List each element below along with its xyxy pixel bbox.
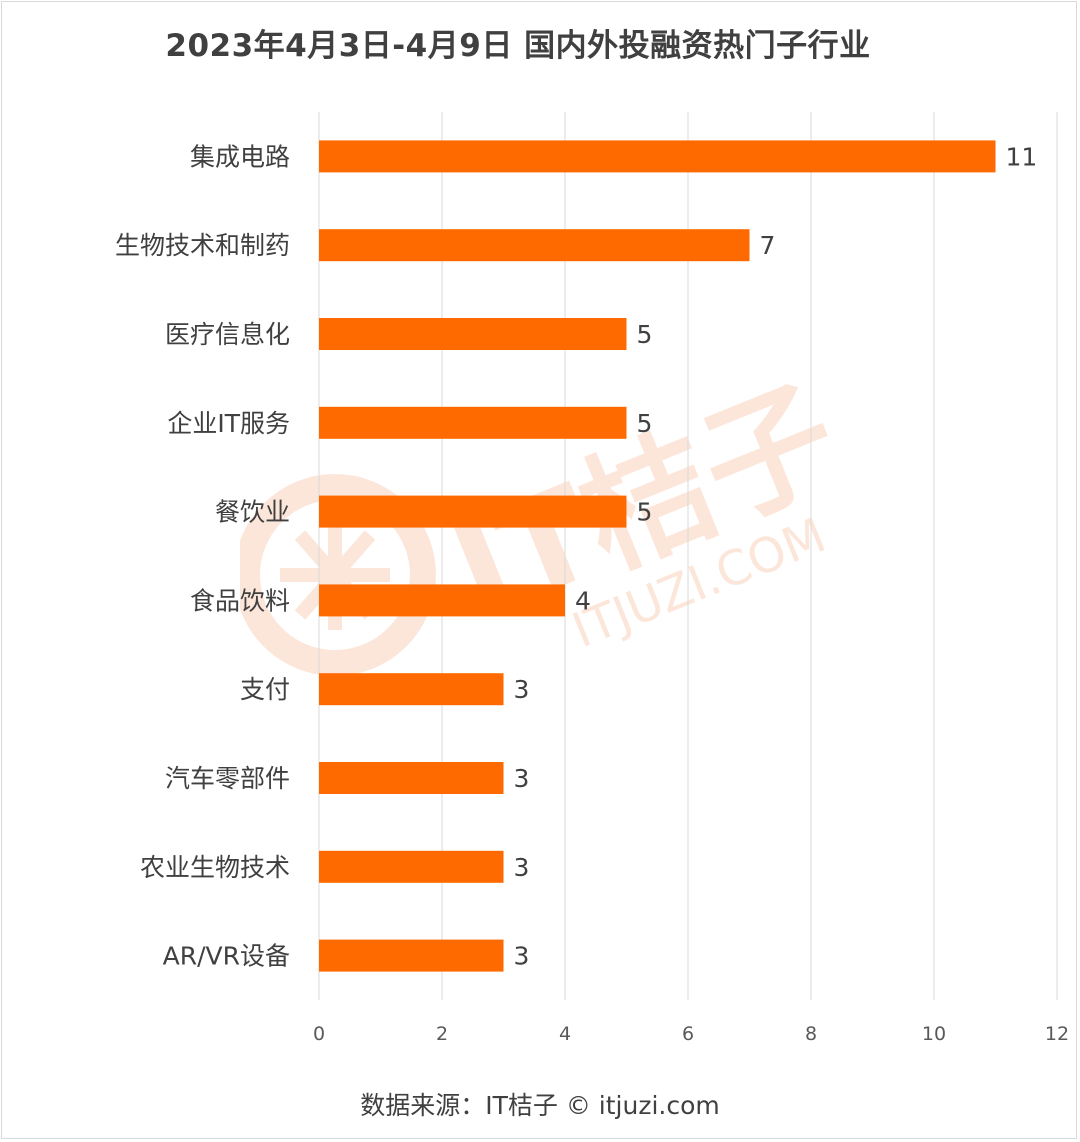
x-tick-label: 12 [1045,1023,1069,1045]
x-tick-label: 10 [922,1023,946,1045]
category-labels: 集成电路生物技术和制药医疗信息化企业IT服务餐饮业食品饮料支付汽车零部件农业生物… [115,142,290,970]
category-label: 餐饮业 [215,498,290,527]
data-label: 4 [575,586,591,615]
category-label: 医疗信息化 [165,320,290,349]
data-labels: 11 7 5 5 5 4 3 3 3 3 [514,142,1038,970]
category-label: 食品饮料 [190,586,290,615]
data-label: 3 [514,675,530,704]
x-tick-label: 6 [682,1023,694,1045]
source-note: 数据来源：IT桔子 © itjuzi.com [360,1091,720,1120]
category-label: AR/VR设备 [163,942,290,971]
chart-title: 2023年4月3日-4月9日 国内外投融资热门子行业 [165,28,871,64]
category-label: 汽车零部件 [165,764,290,793]
bars [319,140,996,972]
x-tick-labels: 0 2 4 6 8 10 12 [313,1023,1069,1045]
data-label: 3 [514,764,530,793]
bar [319,406,627,439]
bar [319,939,504,972]
data-label: 7 [760,231,776,260]
category-label: 集成电路 [190,142,290,171]
data-label: 3 [514,942,530,971]
x-tick-label: 4 [559,1023,571,1045]
bar [319,318,627,350]
data-label: 11 [1006,142,1038,171]
data-label: 3 [514,853,530,882]
bar [319,762,504,794]
category-label: 支付 [240,675,290,704]
bar [319,584,565,617]
category-label: 企业IT服务 [167,409,290,438]
category-label: 生物技术和制药 [115,231,290,260]
x-tick-label: 0 [313,1023,325,1045]
data-label: 5 [637,409,653,438]
x-tick-label: 2 [436,1023,448,1045]
bar [319,495,627,528]
bar [319,140,996,173]
bar [319,673,504,706]
data-label: 5 [637,498,653,527]
data-label: 5 [637,320,653,349]
bar [319,850,504,883]
x-tick-label: 8 [805,1023,817,1045]
category-label: 农业生物技术 [140,853,290,882]
bar [319,229,750,262]
